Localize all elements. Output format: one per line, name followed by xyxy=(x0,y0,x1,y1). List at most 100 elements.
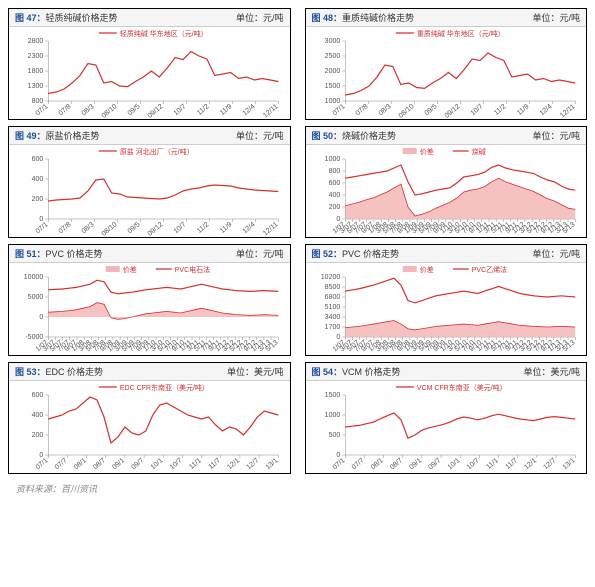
svg-text:1000: 1000 xyxy=(324,98,340,105)
chart-title: 图 49：原盐价格走势 xyxy=(15,129,100,142)
svg-text:价差: 价差 xyxy=(123,265,137,274)
svg-text:1000: 1000 xyxy=(324,156,340,163)
chart-panel-7: 图 54：VCM 价格走势单位：美元/吨05001000150007/107/7… xyxy=(305,362,588,474)
svg-text:08/3: 08/3 xyxy=(81,221,96,235)
svg-text:09/7: 09/7 xyxy=(427,457,442,471)
svg-text:13/1: 13/1 xyxy=(561,457,576,471)
svg-text:11/1: 11/1 xyxy=(485,457,500,471)
svg-text:08/10: 08/10 xyxy=(101,103,119,119)
chart-title: 图 50：烧碱价格走势 xyxy=(312,129,397,142)
svg-text:08/7: 08/7 xyxy=(92,457,107,471)
svg-text:11/2: 11/2 xyxy=(196,103,211,117)
svg-text:200: 200 xyxy=(328,204,340,211)
svg-text:烧碱: 烧碱 xyxy=(471,147,485,156)
svg-text:10200: 10200 xyxy=(320,274,340,281)
svg-text:10/7: 10/7 xyxy=(465,457,480,471)
svg-text:08/10: 08/10 xyxy=(101,221,119,237)
svg-text:07/7: 07/7 xyxy=(350,457,365,471)
svg-text:2000: 2000 xyxy=(324,68,340,75)
svg-text:600: 600 xyxy=(32,392,44,399)
svg-text:09/7: 09/7 xyxy=(130,457,145,471)
chart-header: 图 47：轻质纯碱价格走势单位：元/吨 xyxy=(9,9,290,27)
chart-body: 1000150020002500300007/107/808/308/1009/… xyxy=(306,27,587,119)
svg-text:11/1: 11/1 xyxy=(188,457,203,471)
chart-title: 图 52：PVC 价格走势 xyxy=(312,247,400,260)
svg-text:200: 200 xyxy=(32,432,44,439)
svg-text:12/11: 12/11 xyxy=(262,221,280,237)
chart-svg: 800130018002300280007/107/808/308/1009/5… xyxy=(9,27,290,119)
chart-svg: 1000150020002500300007/107/808/308/1009/… xyxy=(306,27,587,119)
chart-unit: 单位：元/吨 xyxy=(236,11,284,24)
svg-text:400: 400 xyxy=(32,412,44,419)
svg-text:重质纯碱 华东地区（元/吨）: 重质纯碱 华东地区（元/吨） xyxy=(416,29,504,38)
svg-text:12/1: 12/1 xyxy=(523,457,538,471)
svg-text:2500: 2500 xyxy=(324,53,340,60)
chart-body: 017003400510068008500102001/073/075/077/… xyxy=(306,263,587,355)
chart-header: 图 48：重质纯碱价格走势单位：元/吨 xyxy=(306,9,587,27)
svg-text:600: 600 xyxy=(328,180,340,187)
chart-panel-5: 图 52：PVC 价格走势单位：元/吨017003400510068008500… xyxy=(305,244,588,356)
svg-text:PVC电石法: PVC电石法 xyxy=(175,265,210,274)
svg-text:价差: 价差 xyxy=(419,147,433,156)
chart-svg: 05001000150007/107/708/108/709/109/710/1… xyxy=(306,381,587,473)
svg-text:12/7: 12/7 xyxy=(542,457,557,471)
svg-text:08/3: 08/3 xyxy=(81,103,96,117)
svg-text:11/2: 11/2 xyxy=(492,103,507,117)
svg-text:08/1: 08/1 xyxy=(369,457,384,471)
svg-text:07/1: 07/1 xyxy=(331,103,346,117)
chart-svg: 020040060007/107/808/308/1009/509/1210/7… xyxy=(9,145,290,237)
svg-text:11/2: 11/2 xyxy=(196,221,211,235)
chart-svg: 020040060007/107/708/108/709/109/710/110… xyxy=(9,381,290,473)
chart-body: 800130018002300280007/107/808/308/1009/5… xyxy=(9,27,290,119)
svg-text:11/7: 11/7 xyxy=(207,457,222,471)
svg-text:3000: 3000 xyxy=(324,38,340,45)
chart-title: 图 51：PVC 价格走势 xyxy=(15,247,103,260)
svg-text:12/4: 12/4 xyxy=(242,221,257,235)
svg-text:5100: 5100 xyxy=(324,304,340,311)
svg-text:500: 500 xyxy=(328,432,340,439)
svg-text:1300: 1300 xyxy=(28,83,44,90)
chart-unit: 单位：元/吨 xyxy=(236,247,284,260)
chart-header: 图 52：PVC 价格走势单位：元/吨 xyxy=(306,245,587,263)
svg-text:600: 600 xyxy=(32,156,44,163)
svg-text:5000: 5000 xyxy=(28,294,44,301)
chart-svg: -500005000100001/073/075/077/079/071/083… xyxy=(9,263,290,355)
svg-text:07/8: 07/8 xyxy=(354,103,369,117)
chart-body: 020040060007/107/808/308/1009/509/1210/7… xyxy=(9,145,290,237)
chart-title: 图 54：VCM 价格走势 xyxy=(312,365,401,378)
svg-text:08/7: 08/7 xyxy=(389,457,404,471)
svg-text:11/9: 11/9 xyxy=(219,103,234,117)
svg-text:09/1: 09/1 xyxy=(111,457,126,471)
svg-text:EDC CFR东南亚（美元/吨）: EDC CFR东南亚（美元/吨） xyxy=(120,383,209,392)
chart-header: 图 50：烧碱价格走势单位：元/吨 xyxy=(306,127,587,145)
chart-panel-2: 图 49：原盐价格走势单位：元/吨020040060007/107/808/30… xyxy=(8,126,291,238)
svg-text:12/4: 12/4 xyxy=(538,103,553,117)
svg-text:09/12: 09/12 xyxy=(443,103,461,119)
svg-text:10/7: 10/7 xyxy=(173,221,188,235)
chart-title: 图 48：重质纯碱价格走势 xyxy=(312,11,415,24)
chart-unit: 单位：美元/吨 xyxy=(523,365,580,378)
svg-text:07/1: 07/1 xyxy=(35,457,50,471)
chart-unit: 单位：美元/吨 xyxy=(227,365,284,378)
svg-text:200: 200 xyxy=(32,196,44,203)
svg-text:08/1: 08/1 xyxy=(73,457,88,471)
chart-title: 图 53：EDC 价格走势 xyxy=(15,365,103,378)
chart-grid: 图 47：轻质纯碱价格走势单位：元/吨800130018002300280007… xyxy=(8,8,587,474)
chart-unit: 单位：元/吨 xyxy=(236,129,284,142)
svg-text:10/7: 10/7 xyxy=(169,457,184,471)
svg-text:11/9: 11/9 xyxy=(515,103,530,117)
svg-text:800: 800 xyxy=(328,168,340,175)
svg-text:2300: 2300 xyxy=(28,53,44,60)
svg-text:价差: 价差 xyxy=(419,265,433,274)
svg-text:12/4: 12/4 xyxy=(242,103,257,117)
chart-body: 05001000150007/107/708/108/709/109/710/1… xyxy=(306,381,587,473)
svg-text:1000: 1000 xyxy=(324,412,340,419)
svg-text:800: 800 xyxy=(32,98,44,105)
svg-text:1700: 1700 xyxy=(324,324,340,331)
svg-text:10/7: 10/7 xyxy=(173,103,188,117)
svg-text:09/5: 09/5 xyxy=(127,221,142,235)
svg-text:轻质纯碱 华东地区（元/吨）: 轻质纯碱 华东地区（元/吨） xyxy=(120,29,208,38)
chart-panel-1: 图 48：重质纯碱价格走势单位：元/吨100015002000250030000… xyxy=(305,8,588,120)
svg-text:6800: 6800 xyxy=(324,294,340,301)
svg-text:09/1: 09/1 xyxy=(408,457,423,471)
